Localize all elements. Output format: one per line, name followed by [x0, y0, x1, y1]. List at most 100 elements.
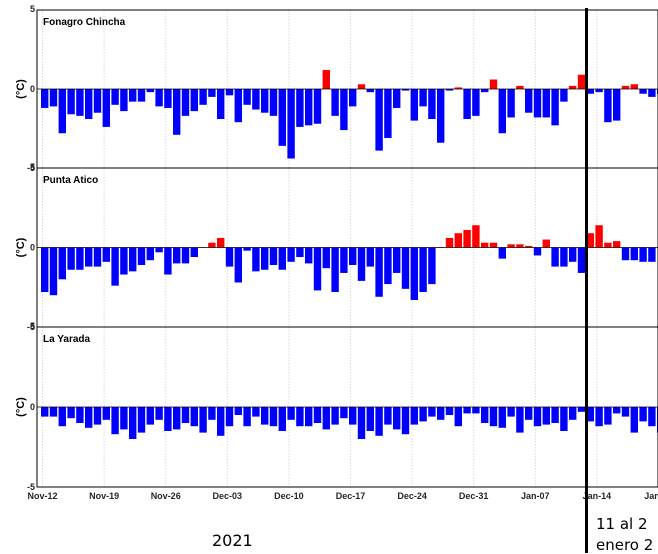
bar	[525, 89, 533, 113]
bar	[41, 407, 49, 417]
bar	[489, 242, 498, 248]
bar	[454, 233, 462, 248]
bar	[199, 89, 207, 105]
bar	[269, 247, 278, 265]
bar	[93, 89, 102, 113]
bar	[586, 233, 594, 248]
bar	[437, 89, 445, 143]
x-tick-label: Dec-24	[397, 491, 427, 501]
panel-title: Punta Atico	[43, 175, 98, 186]
bar	[428, 407, 436, 417]
bar	[243, 407, 251, 427]
bar	[217, 407, 225, 436]
bar	[58, 247, 66, 280]
x-tick-label: Jan-14	[583, 491, 612, 501]
bar	[85, 89, 93, 120]
bar	[489, 407, 498, 427]
bar	[595, 89, 603, 93]
bar	[305, 407, 313, 427]
bar	[401, 407, 410, 435]
bar	[181, 247, 190, 264]
bar	[287, 407, 295, 420]
bar	[648, 247, 656, 262]
bar	[67, 407, 75, 419]
bar	[525, 245, 533, 248]
x-tick-label: Jan-07	[521, 491, 550, 501]
period-label-line1: 11 al 2	[596, 515, 648, 533]
bar	[507, 89, 515, 118]
bar	[621, 85, 630, 89]
bar	[120, 247, 128, 275]
bar	[41, 247, 49, 293]
bar	[340, 247, 348, 273]
bar	[199, 407, 207, 433]
panel-title: La Yarada	[43, 334, 91, 345]
bar	[349, 89, 357, 107]
y-tick-label: 0	[30, 402, 35, 412]
bar	[102, 247, 110, 262]
bar	[305, 247, 313, 264]
x-tick-label: Nov-12	[27, 491, 57, 501]
bar	[331, 89, 339, 116]
bar	[463, 407, 471, 414]
bar	[498, 89, 506, 134]
bar	[120, 407, 128, 430]
bar	[481, 407, 489, 423]
bar	[357, 84, 366, 89]
bar	[137, 89, 146, 102]
bar	[595, 225, 603, 248]
bar	[349, 407, 357, 425]
bar	[569, 247, 577, 262]
x-tick-label: Dec-31	[459, 491, 489, 501]
y-axis-label: (°C)	[15, 397, 27, 417]
bar	[146, 407, 154, 425]
bar	[366, 247, 374, 267]
bar	[507, 244, 515, 248]
bar	[164, 247, 172, 275]
bar	[129, 89, 137, 102]
bar	[111, 247, 119, 286]
bar	[313, 89, 322, 124]
bar	[340, 407, 348, 419]
bar	[375, 89, 383, 151]
bar	[648, 89, 656, 97]
bar	[173, 407, 181, 430]
bar	[173, 89, 181, 135]
bar	[252, 407, 260, 417]
bar	[613, 89, 621, 121]
bar	[208, 242, 216, 248]
bar	[384, 89, 392, 138]
bar	[621, 247, 630, 261]
bar	[137, 407, 146, 433]
bar	[67, 247, 75, 270]
bar	[586, 89, 594, 94]
bar	[533, 407, 542, 427]
bar	[454, 87, 462, 89]
bar	[93, 407, 102, 425]
bar	[630, 84, 638, 89]
x-tick-label: Nov-26	[151, 491, 181, 501]
bar	[621, 407, 630, 417]
bar	[296, 407, 304, 427]
y-tick-label: -5	[27, 482, 35, 492]
bar	[120, 89, 128, 112]
bar	[375, 407, 383, 436]
bar	[472, 407, 480, 414]
bar	[410, 407, 418, 425]
bar	[252, 247, 260, 272]
bar	[560, 407, 568, 431]
bar	[305, 89, 313, 126]
bar	[410, 89, 418, 121]
x-tick-label: Dec-03	[213, 491, 243, 501]
bar	[76, 407, 84, 423]
bar	[639, 89, 647, 94]
panel-2: 5 0 -5 (°C) Punta Atico	[15, 162, 658, 332]
x-tick-label: Dec-10	[274, 491, 304, 501]
y-tick-label: 0	[30, 243, 35, 253]
x-tick-label: Nov-19	[89, 491, 119, 501]
bar	[58, 407, 66, 427]
bar	[313, 407, 322, 423]
bar	[375, 247, 383, 297]
bar	[234, 407, 242, 415]
